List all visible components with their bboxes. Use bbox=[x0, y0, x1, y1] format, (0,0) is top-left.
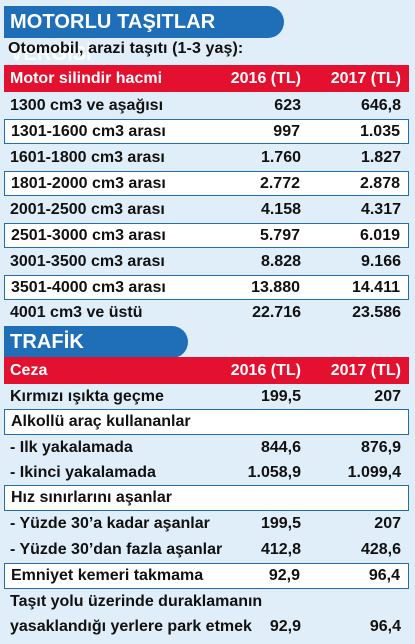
table-row: Taşıt yolu üzerinde duraklamanın bbox=[4, 589, 409, 614]
vehicle-tax-header: Motor silindir hacmi 2016 (TL) 2017 (TL) bbox=[4, 65, 409, 92]
row-value-2017: 4.317 bbox=[360, 201, 401, 218]
traffic-fines-title: TRAFİK CEZALARI bbox=[4, 326, 188, 385]
row-label: 1301-1600 cm3 arası bbox=[11, 123, 166, 140]
row-value-2016: 13.880 bbox=[251, 279, 300, 296]
table-row: - Yüzde 30’dan fazla aşanlar 412,8 428,6 bbox=[4, 537, 409, 562]
row-label: 2001-2500 cm3 arası bbox=[10, 201, 165, 218]
row-value-2016: 8.828 bbox=[260, 253, 301, 270]
row-value-2016: 1.760 bbox=[260, 149, 301, 166]
row-value-2016: 92,9 bbox=[269, 618, 301, 635]
row-value-2016: 997 bbox=[273, 123, 300, 140]
table-row: - Yüzde 30’a kadar aşanlar 199,5 207 bbox=[4, 511, 409, 537]
traffic-fines-header: Ceza 2016 (TL) 2017 (TL) bbox=[4, 357, 409, 384]
row-value-2016: 2.772 bbox=[259, 175, 300, 192]
vehicle-tax-subtitle: Otomobil, arazi taşıtı (1-3 yaş): bbox=[8, 40, 244, 57]
table-row: yasaklandığı yerlere park etmek 92,9 96,… bbox=[4, 614, 409, 640]
row-label: 1300 cm3 ve aşağısı bbox=[10, 97, 164, 114]
row-value-2017: 14.411 bbox=[351, 279, 400, 296]
row-value-2017: 9.166 bbox=[360, 253, 401, 270]
row-label: - Yüzde 30’a kadar aşanlar bbox=[10, 515, 210, 532]
row-value-2016: 199,5 bbox=[260, 388, 301, 405]
row-label: 1601-1800 cm3 arası bbox=[10, 149, 165, 166]
header-2016: 2016 (TL) bbox=[230, 362, 301, 379]
row-value-2017: 6.019 bbox=[359, 227, 400, 244]
row-value-2017: 207 bbox=[374, 515, 401, 532]
table-row: 2001-2500 cm3 arası 4.158 4.317 bbox=[4, 197, 409, 223]
row-value-2016: 22.716 bbox=[252, 304, 301, 321]
table-row: 2501-3000 cm3 arası 5.797 6.019 bbox=[4, 223, 409, 248]
row-value-2016: 1.058,9 bbox=[247, 464, 301, 481]
header-label: Ceza bbox=[10, 362, 48, 379]
table-row: - Ikinci yakalamada 1.058,9 1.099,4 bbox=[4, 461, 409, 485]
table-row: 1801-2000 cm3 arası 2.772 2.878 bbox=[4, 171, 409, 196]
row-label: 2501-3000 cm3 arası bbox=[11, 227, 166, 244]
row-value-2016: 92,9 bbox=[268, 567, 300, 584]
table-row: 1300 cm3 ve aşağısı 623 646,8 bbox=[4, 92, 409, 119]
row-value-2017: 1.827 bbox=[360, 149, 401, 166]
row-label: - Ikinci yakalamada bbox=[10, 464, 156, 481]
table-row: Hız sınırlarını aşanlar bbox=[4, 485, 409, 511]
row-value-2017: 96,4 bbox=[368, 567, 400, 584]
row-value-2017: 646,8 bbox=[360, 97, 401, 114]
row-value-2016: 4.158 bbox=[260, 201, 301, 218]
row-value-2017: 1.099,4 bbox=[347, 464, 401, 481]
row-value-2017: 1.035 bbox=[359, 123, 400, 140]
row-value-2017: 23.586 bbox=[352, 304, 401, 321]
table-row: 3001-3500 cm3 arası 8.828 9.166 bbox=[4, 249, 409, 275]
table-row: - Ilk yakalamada 844,6 876,9 bbox=[4, 435, 409, 461]
table-row: Alkollü araç kullananlar bbox=[4, 409, 409, 435]
header-label: Motor silindir hacmi bbox=[10, 70, 163, 87]
row-label: 3001-3500 cm3 arası bbox=[10, 253, 165, 270]
table-row: 3501-4000 cm3 arası 13.880 14.411 bbox=[4, 275, 409, 300]
row-value-2016: 5.797 bbox=[259, 227, 300, 244]
table-row: 4001 cm3 ve üstü 22.716 23.586 bbox=[4, 300, 409, 326]
table-row: Kırmızı ışıkta geçme 199,5 207 bbox=[4, 384, 409, 409]
row-label: Emniyet kemeri takmama bbox=[11, 567, 204, 584]
table-row: Emniyet kemeri takmama 92,9 96,4 bbox=[4, 563, 409, 589]
header-2017: 2017 (TL) bbox=[330, 70, 401, 87]
header-2016: 2016 (TL) bbox=[230, 70, 301, 87]
row-value-2016: 412,8 bbox=[260, 541, 301, 558]
row-value-2017: 96,4 bbox=[369, 618, 401, 635]
row-label: Alkollü araç kullananlar bbox=[11, 413, 191, 430]
row-label: Hız sınırlarını aşanlar bbox=[11, 489, 172, 506]
row-value-2017: 876,9 bbox=[360, 439, 401, 456]
row-label: - Yüzde 30’dan fazla aşanlar bbox=[10, 541, 223, 558]
table-row: 1301-1600 cm3 arası 997 1.035 bbox=[4, 119, 409, 144]
row-label: Kırmızı ışıkta geçme bbox=[10, 388, 164, 405]
vehicle-tax-title: MOTORLU TAŞITLAR VERGİSİ bbox=[4, 6, 284, 65]
header-2017: 2017 (TL) bbox=[330, 362, 401, 379]
row-value-2016: 623 bbox=[274, 97, 301, 114]
table-row: 1601-1800 cm3 arası 1.760 1.827 bbox=[4, 145, 409, 171]
row-label: - Ilk yakalamada bbox=[10, 439, 133, 456]
row-label: yasaklandığı yerlere park etmek bbox=[10, 618, 252, 635]
row-value-2016: 199,5 bbox=[260, 515, 301, 532]
row-value-2017: 207 bbox=[374, 388, 401, 405]
row-label: 3501-4000 cm3 arası bbox=[11, 279, 166, 296]
row-value-2016: 844,6 bbox=[260, 439, 301, 456]
row-value-2017: 428,6 bbox=[360, 541, 401, 558]
row-label: 4001 cm3 ve üstü bbox=[10, 304, 143, 321]
row-label: 1801-2000 cm3 arası bbox=[11, 175, 166, 192]
row-label: Taşıt yolu üzerinde duraklamanın bbox=[10, 593, 263, 610]
row-value-2017: 2.878 bbox=[359, 175, 400, 192]
